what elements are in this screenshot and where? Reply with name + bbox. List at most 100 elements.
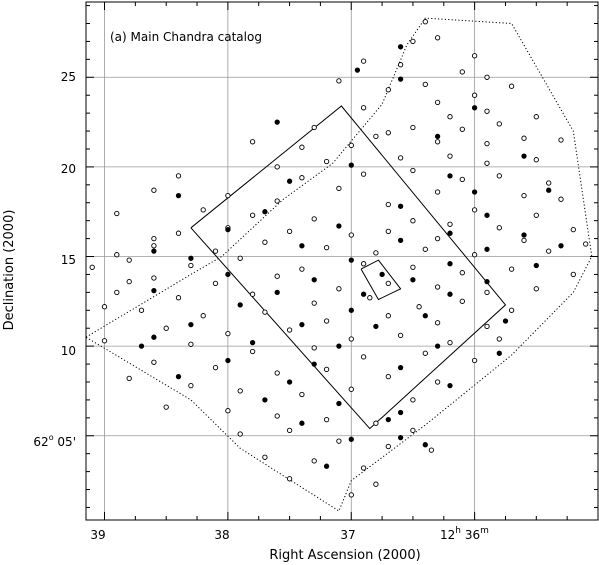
data-point-open <box>323 158 330 165</box>
data-point-open <box>311 124 317 131</box>
data-point-open <box>274 198 280 204</box>
data-point-open <box>385 87 391 93</box>
data-point-open <box>311 345 317 351</box>
data-point-open <box>385 373 391 380</box>
y-tick-label-25: 25 <box>61 70 76 84</box>
data-point-open <box>410 397 416 403</box>
data-point-open <box>188 262 194 269</box>
data-point-open <box>299 266 305 272</box>
data-point-open <box>484 289 490 296</box>
data-point-open <box>484 108 490 114</box>
data-point-open <box>521 237 527 244</box>
data-point-open <box>508 83 515 89</box>
data-point-open <box>422 81 428 88</box>
data-point-open <box>471 207 478 213</box>
data-point-open <box>360 354 367 360</box>
axis-ticks <box>86 2 598 520</box>
data-point-open <box>367 295 373 301</box>
data-point-open <box>249 212 256 218</box>
data-point-open <box>151 275 157 281</box>
data-point-open <box>422 350 428 356</box>
data-point-filled <box>274 119 280 125</box>
data-point-open <box>508 307 515 313</box>
data-point-filled <box>299 420 305 426</box>
data-point-open <box>434 189 441 195</box>
data-point-open <box>299 175 305 181</box>
data-point-open <box>447 114 453 120</box>
data-point-filled <box>299 321 305 328</box>
data-point-open <box>360 261 367 267</box>
data-point-open <box>496 173 502 179</box>
data-point-filled <box>502 318 509 324</box>
data-points <box>89 19 589 498</box>
data-point-open <box>397 62 404 68</box>
data-point-filled <box>348 436 354 442</box>
data-point-filled <box>348 162 354 168</box>
data-point-open <box>311 300 317 306</box>
data-point-open <box>459 270 465 276</box>
data-point-open <box>434 35 441 41</box>
data-point-open <box>101 304 108 310</box>
data-point-open <box>212 280 219 287</box>
data-point-open <box>428 447 435 453</box>
data-point-open <box>484 74 490 80</box>
data-point-open <box>434 320 441 326</box>
data-point-open <box>151 359 157 365</box>
data-point-open <box>274 273 280 279</box>
data-point-open <box>508 266 515 272</box>
data-point-open <box>299 391 305 398</box>
y-tick-label-05: 62o 05' <box>33 433 76 449</box>
data-point-filled <box>138 343 145 349</box>
data-point-open <box>286 327 293 333</box>
data-point-filled <box>471 105 478 111</box>
data-point-open <box>360 105 367 111</box>
data-point-filled <box>397 434 404 441</box>
data-point-open <box>459 298 465 304</box>
data-point-open <box>434 139 441 145</box>
data-point-open <box>262 239 268 245</box>
data-point-open <box>151 235 157 242</box>
data-point-filled <box>379 271 385 278</box>
data-point-open <box>348 336 354 342</box>
data-point-open <box>225 192 231 199</box>
data-point-filled <box>274 289 280 296</box>
data-point-filled <box>397 409 404 416</box>
data-point-open <box>126 278 132 285</box>
data-point-filled <box>434 133 441 140</box>
data-point-filled <box>311 277 317 283</box>
data-point-open <box>114 252 120 258</box>
data-point-filled <box>533 262 539 269</box>
data-point-open <box>163 404 169 410</box>
data-point-open <box>521 135 527 141</box>
data-point-open <box>274 164 280 170</box>
data-point-filled <box>323 463 330 469</box>
data-point-open <box>237 255 243 261</box>
data-point-open <box>188 382 194 389</box>
data-point-open <box>225 330 231 337</box>
data-point-open <box>89 264 95 270</box>
data-point-filled <box>225 271 231 278</box>
data-point-filled <box>484 246 490 252</box>
data-point-open <box>336 438 342 444</box>
data-point-open <box>175 230 182 236</box>
data-point-filled <box>397 364 404 371</box>
data-point-open <box>546 248 552 254</box>
data-point-open <box>521 192 527 199</box>
data-point-open <box>360 465 367 471</box>
x-axis-label: Right Ascension (2000) <box>269 548 420 563</box>
data-point-filled <box>360 291 367 297</box>
data-point-open <box>225 408 231 414</box>
data-point-filled <box>434 343 441 349</box>
data-point-open <box>175 295 182 301</box>
data-point-filled <box>397 76 404 82</box>
data-point-open <box>385 313 391 319</box>
data-point-open <box>138 307 145 313</box>
data-point-open <box>385 443 391 450</box>
data-point-open <box>360 58 367 64</box>
grid-lines <box>86 2 598 520</box>
data-point-open <box>416 304 422 310</box>
data-point-open <box>163 325 169 331</box>
data-point-filled <box>410 277 416 283</box>
data-point-filled <box>397 203 404 209</box>
